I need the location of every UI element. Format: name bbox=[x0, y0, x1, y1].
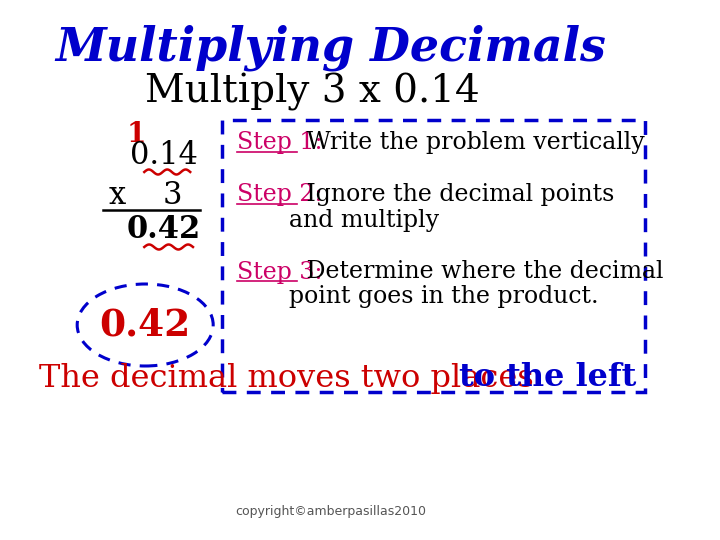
Text: 0.14: 0.14 bbox=[130, 139, 197, 171]
Text: Write the problem vertically: Write the problem vertically bbox=[299, 132, 644, 154]
FancyBboxPatch shape bbox=[222, 120, 645, 392]
Text: 1: 1 bbox=[126, 122, 145, 148]
Text: Multiplying Decimals: Multiplying Decimals bbox=[55, 25, 606, 71]
Text: Ignore the decimal points: Ignore the decimal points bbox=[299, 184, 614, 206]
Text: point goes in the product.: point goes in the product. bbox=[289, 286, 599, 308]
Text: Determine where the decimal: Determine where the decimal bbox=[299, 260, 663, 284]
Text: 0.42: 0.42 bbox=[99, 307, 191, 343]
Text: x: x bbox=[109, 180, 126, 212]
Text: Step 2:: Step 2: bbox=[237, 184, 323, 206]
Text: 0.42: 0.42 bbox=[127, 214, 201, 246]
Text: The decimal moves two places: The decimal moves two places bbox=[39, 362, 544, 394]
Text: and multiply: and multiply bbox=[289, 208, 440, 232]
Text: Step 1:: Step 1: bbox=[237, 132, 323, 154]
Text: copyright©amberpasillas2010: copyright©amberpasillas2010 bbox=[235, 505, 426, 518]
Text: 3: 3 bbox=[163, 180, 182, 212]
Text: Step 3:: Step 3: bbox=[237, 260, 323, 284]
Text: Multiply 3 x 0.14: Multiply 3 x 0.14 bbox=[145, 73, 480, 111]
Text: to the left: to the left bbox=[459, 362, 636, 394]
